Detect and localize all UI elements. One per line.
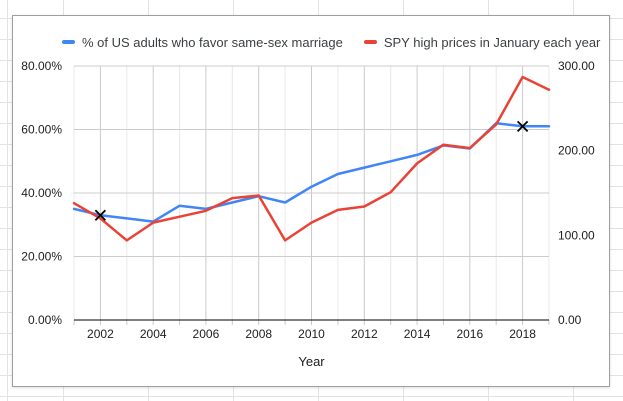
x-axis-tick-label: 2010 (298, 327, 325, 341)
left-axis-tick-label: 20.00% (21, 250, 62, 264)
legend-swatch-spy-icon (363, 40, 377, 44)
x-axis-tick-label: 2006 (193, 327, 220, 341)
x-axis-title: Year (298, 354, 325, 369)
right-axis-tick-label: 100.00 (558, 228, 595, 242)
x-axis-tick-label: 2008 (245, 327, 272, 341)
left-axis-tick-label: 0.00% (28, 313, 62, 327)
chart-svg[interactable]: 0.00% 20.00% 40.00% 60.00% 80.00% 0.00 100.00 2… (13, 16, 609, 386)
legend-label-favor: % of US adults who favor same-sex marria… (82, 34, 343, 50)
left-axis-tick-label: 80.00% (21, 59, 62, 73)
legend-item-favor[interactable]: % of US adults who favor same-sex marria… (62, 35, 343, 50)
x-axis-tick-label: 2002 (87, 327, 114, 341)
x-axis-tick-label: 2018 (509, 327, 536, 341)
chart-panel[interactable]: 0.00% 20.00% 40.00% 60.00% 80.00% 0.00 100.00 2… (12, 15, 610, 387)
x-axis-tick-label: 2016 (456, 327, 483, 341)
left-axis-tick-label: 60.00% (21, 123, 62, 137)
right-axis-tick-label: 300.00 (558, 59, 595, 73)
point-marker-x-icon[interactable] (94, 209, 107, 221)
series-line-1[interactable] (72, 75, 551, 242)
sheet-column-line (7, 0, 8, 401)
point-marker-x-icon[interactable] (516, 120, 529, 132)
x-axis-tick-label: 2004 (140, 327, 167, 341)
legend-item-spy[interactable]: SPY high prices in January each year (363, 34, 601, 50)
right-axis-tick-label: 200.00 (558, 144, 595, 158)
right-axis-tick-label: 0.00 (558, 313, 582, 327)
x-axis-tick-label: 2014 (404, 327, 431, 341)
x-axis-tick-label: 2012 (351, 327, 378, 341)
chart-legend: % of US adults who favor same-sex marria… (62, 34, 600, 50)
left-axis-tick-label: 40.00% (21, 186, 62, 200)
legend-swatch-favor-icon (62, 40, 75, 44)
legend-label-spy: SPY high prices in January each year (383, 34, 601, 50)
